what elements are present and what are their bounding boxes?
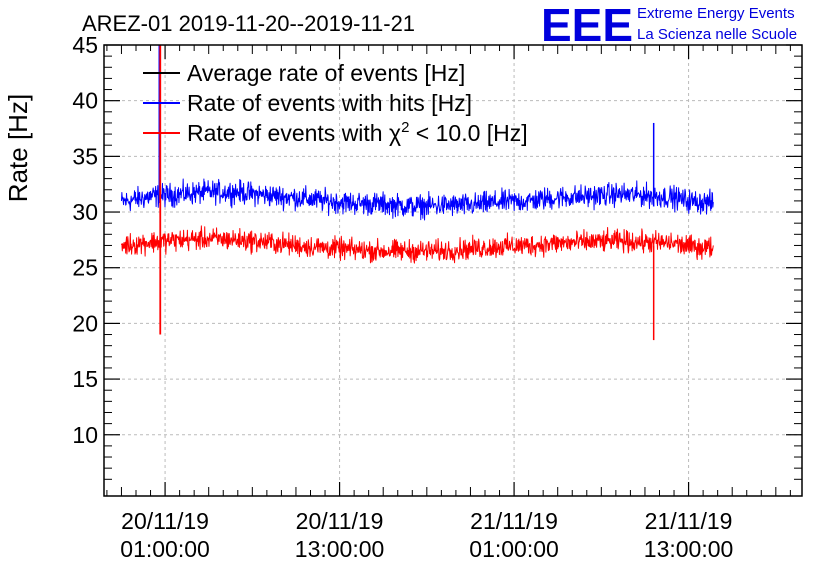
legend-label-hits: Rate of events with hits [Hz]: [187, 90, 472, 116]
y-tick-label-3: 25: [72, 255, 98, 281]
series-line-hits: [120, 178, 714, 221]
legend-label-average: Average rate of events [Hz]: [187, 60, 465, 86]
logo-line-2: La Scienza nelle Scuole: [637, 26, 797, 43]
x-tick-time-2: 01:00:00: [469, 536, 559, 562]
legend-label-chi2: Rate of events with χ2 < 10.0 [Hz]: [187, 119, 528, 146]
axes: 101520253035404520/11/1901:00:0020/11/19…: [72, 32, 802, 562]
eee-logo: EEE Extreme Energy Events La Scienza nel…: [541, 0, 797, 51]
x-tick-date-2: 21/11/19: [470, 508, 558, 534]
legend-chi2-sup: 2: [401, 119, 409, 136]
y-tick-label-6: 40: [72, 88, 98, 114]
logo-line-1: Extreme Energy Events: [637, 5, 795, 22]
y-tick-label-2: 20: [72, 310, 98, 336]
logo-mark: EEE: [541, 0, 633, 51]
y-tick-label-1: 15: [72, 366, 98, 392]
x-tick-time-0: 01:00:00: [120, 536, 210, 562]
y-axis-label: Rate [Hz]: [3, 94, 33, 202]
series-line-chi2: [120, 225, 714, 264]
series-layer: [120, 45, 714, 341]
legend: Average rate of events [Hz] Rate of even…: [143, 60, 528, 146]
y-tick-label-5: 35: [72, 143, 98, 169]
x-tick-time-3: 13:00:00: [644, 536, 734, 562]
x-tick-date-1: 20/11/19: [296, 508, 384, 534]
x-tick-date-0: 20/11/19: [121, 508, 209, 534]
legend-chi2-prefix: Rate of events with: [187, 120, 389, 146]
y-tick-label-0: 10: [72, 422, 98, 448]
legend-chi2-symbol: χ: [389, 120, 401, 146]
y-tick-label-7: 45: [72, 32, 98, 58]
x-tick-date-3: 21/11/19: [645, 508, 733, 534]
legend-chi2-suffix: < 10.0 [Hz]: [409, 120, 527, 146]
plot-frame: [103, 44, 803, 497]
y-tick-label-4: 30: [72, 199, 98, 225]
x-tick-time-1: 13:00:00: [295, 536, 385, 562]
chart-title: AREZ-01 2019-11-20--2019-11-21: [82, 11, 415, 36]
